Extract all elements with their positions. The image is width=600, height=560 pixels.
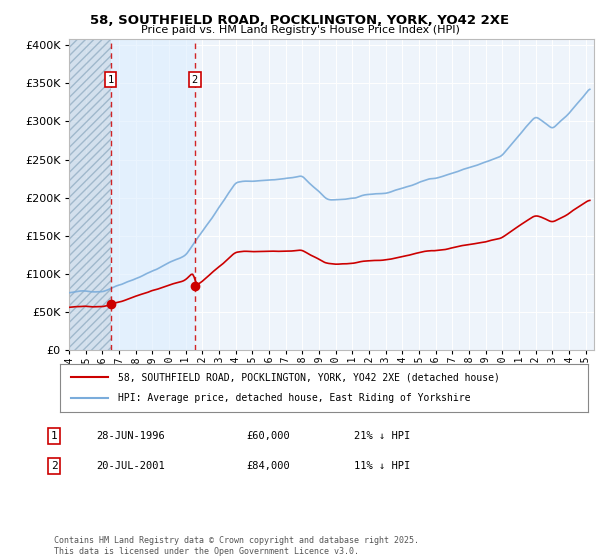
Text: 20-JUL-2001: 20-JUL-2001 <box>96 461 165 471</box>
Bar <box>69 39 110 350</box>
Text: Price paid vs. HM Land Registry's House Price Index (HPI): Price paid vs. HM Land Registry's House … <box>140 25 460 35</box>
Text: 2: 2 <box>192 74 198 85</box>
Text: 11% ↓ HPI: 11% ↓ HPI <box>354 461 410 471</box>
Text: 21% ↓ HPI: 21% ↓ HPI <box>354 431 410 441</box>
Bar <box>69 39 110 350</box>
Text: £60,000: £60,000 <box>246 431 290 441</box>
Text: 1: 1 <box>107 74 113 85</box>
Text: Contains HM Land Registry data © Crown copyright and database right 2025.
This d: Contains HM Land Registry data © Crown c… <box>54 536 419 556</box>
Text: £84,000: £84,000 <box>246 461 290 471</box>
Bar <box>110 39 195 350</box>
Text: 58, SOUTHFIELD ROAD, POCKLINGTON, YORK, YO42 2XE: 58, SOUTHFIELD ROAD, POCKLINGTON, YORK, … <box>91 14 509 27</box>
Text: 1: 1 <box>50 431 58 441</box>
Text: HPI: Average price, detached house, East Riding of Yorkshire: HPI: Average price, detached house, East… <box>118 393 470 403</box>
Text: 2: 2 <box>50 461 58 471</box>
Text: 58, SOUTHFIELD ROAD, POCKLINGTON, YORK, YO42 2XE (detached house): 58, SOUTHFIELD ROAD, POCKLINGTON, YORK, … <box>118 372 500 382</box>
Text: 28-JUN-1996: 28-JUN-1996 <box>96 431 165 441</box>
